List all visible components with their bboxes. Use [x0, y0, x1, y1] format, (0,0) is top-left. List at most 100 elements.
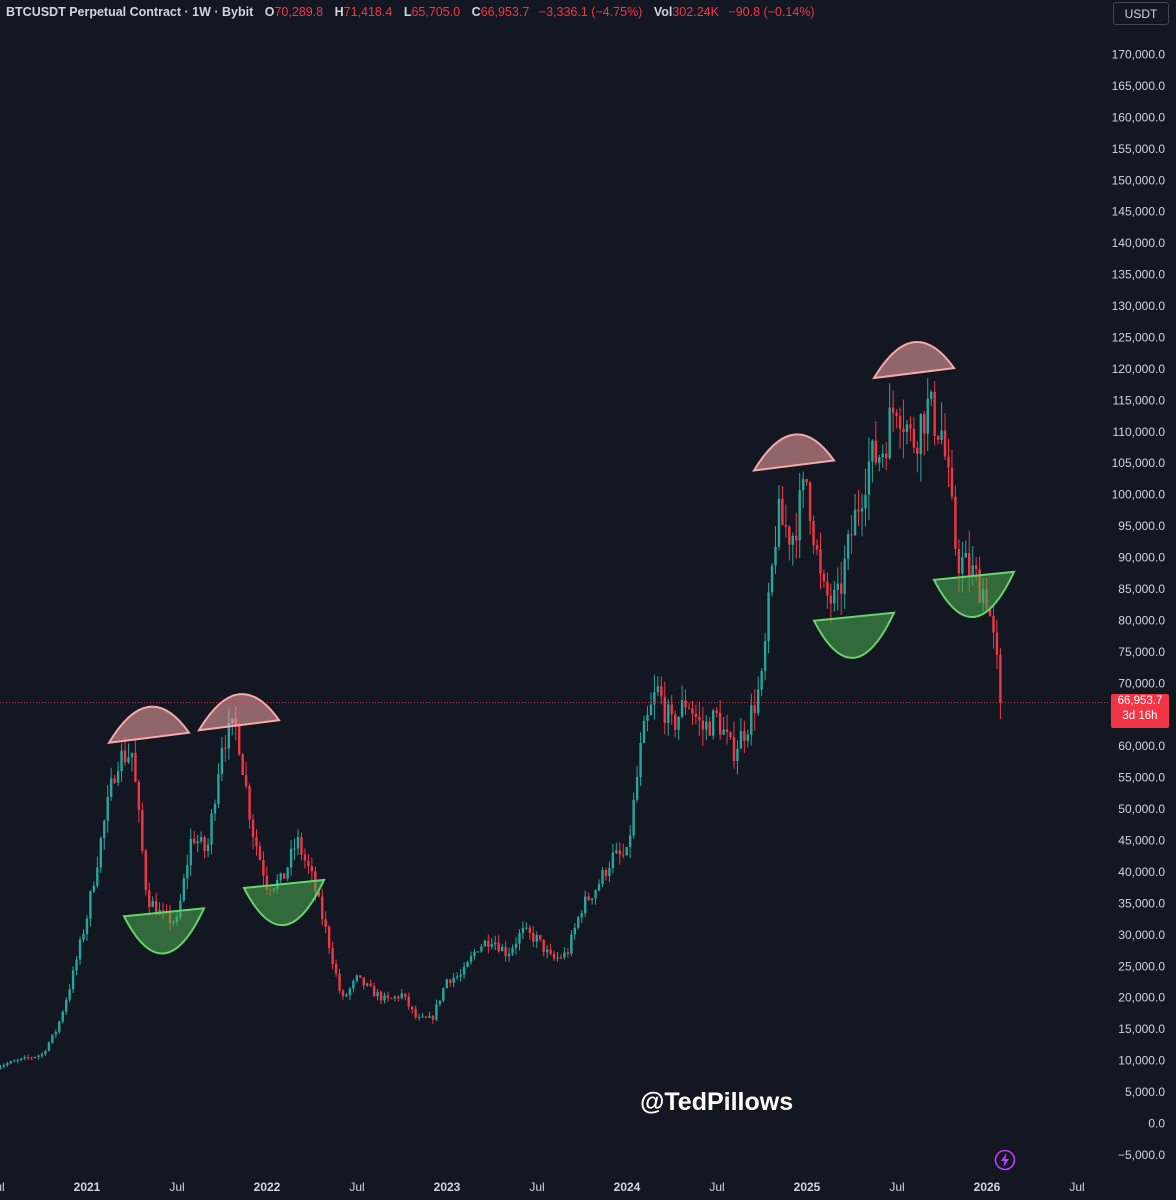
- candle-body: [895, 412, 898, 416]
- y-tick-label: 165,000.0: [1112, 79, 1166, 93]
- lightning-bolt-icon[interactable]: [994, 1149, 1016, 1171]
- candle-body: [684, 700, 687, 708]
- candle-body: [739, 730, 743, 749]
- candle-body: [947, 456, 950, 468]
- candle-body: [490, 944, 493, 947]
- y-tick-label: 170,000.0: [1112, 48, 1166, 62]
- candle-body: [698, 716, 701, 721]
- candle-body: [521, 927, 525, 934]
- author-watermark: @TedPillows: [640, 1088, 794, 1116]
- candle-body: [151, 901, 154, 907]
- candle-body: [37, 1055, 40, 1057]
- x-tick-label: 2021: [74, 1180, 101, 1194]
- candle-body: [279, 873, 282, 880]
- candle-body: [428, 1015, 431, 1018]
- candle-body: [421, 1016, 424, 1018]
- candle-body: [327, 926, 331, 949]
- candle-body: [113, 778, 116, 783]
- candle-body: [618, 850, 621, 855]
- x-tick-label: Jul: [529, 1180, 544, 1194]
- candle-body: [217, 774, 220, 804]
- symbol-title[interactable]: BTCUSDT Perpetual Contract · 1W · Bybit: [6, 5, 254, 19]
- x-axis[interactable]: Jul 2021 Jul 2022 Jul 2023 Jul 2024 Jul 2025 Jul 20…: [0, 1180, 1085, 1194]
- candle-body: [238, 725, 241, 755]
- candle-body: [812, 520, 815, 546]
- y-tick-label: 85,000.0: [1118, 582, 1165, 596]
- candle-body: [715, 710, 718, 713]
- candle-body: [971, 565, 974, 577]
- candle-body: [345, 994, 348, 997]
- candle-body: [455, 976, 459, 978]
- candle-body: [677, 716, 680, 730]
- candle-body: [127, 757, 130, 763]
- candle-body: [757, 689, 760, 714]
- candle-body: [193, 838, 196, 844]
- candle-body: [808, 482, 812, 521]
- candle-body: [386, 995, 390, 999]
- candle-body: [51, 1034, 54, 1043]
- candle-body: [179, 900, 182, 917]
- candle-body: [701, 720, 705, 730]
- y-axis[interactable]: −5,000.0 0.0 5,000.0 10,000.0 15,000.0 20,000…: [1112, 48, 1166, 1162]
- candle-body: [338, 973, 341, 991]
- candle-body: [822, 573, 826, 582]
- candle-body: [902, 428, 905, 432]
- candle-body: [182, 878, 186, 901]
- candle-body: [673, 714, 677, 730]
- candle-body: [78, 939, 82, 960]
- y-tick-label: 0.0: [1148, 1117, 1165, 1131]
- candle-body: [134, 752, 137, 783]
- candle-body: [611, 852, 615, 868]
- candle-body: [106, 796, 109, 821]
- candle-body: [649, 704, 653, 715]
- y-tick-label: 130,000.0: [1112, 299, 1166, 313]
- x-tick-label: Jul: [709, 1180, 724, 1194]
- candle-body: [397, 996, 400, 999]
- candle-body: [566, 952, 570, 954]
- candle-body: [393, 996, 397, 999]
- candle-body: [224, 747, 227, 749]
- candle-body: [639, 742, 642, 778]
- candle-body: [871, 440, 874, 462]
- candle-body: [442, 988, 445, 1001]
- candle-body: [763, 641, 767, 672]
- candle-body: [16, 1059, 19, 1061]
- candle-body: [96, 867, 99, 886]
- candle-body: [244, 775, 248, 787]
- x-tick-label: Jul: [169, 1180, 184, 1194]
- candle-body: [646, 714, 649, 721]
- candle-body: [622, 854, 625, 856]
- y-tick-label: 110,000.0: [1113, 425, 1166, 439]
- candle-body: [0, 1066, 2, 1069]
- currency-button[interactable]: USDT: [1113, 2, 1169, 25]
- candle-body: [47, 1042, 51, 1051]
- candle-body: [483, 940, 487, 947]
- candle-body: [407, 996, 410, 1007]
- candle-body: [805, 478, 808, 483]
- candle-body: [992, 615, 995, 633]
- candle-body: [691, 708, 694, 714]
- y-tick-label: 125,000.0: [1112, 330, 1166, 344]
- candle-body: [535, 935, 538, 942]
- candle-body: [89, 891, 92, 919]
- x-tick-label: 2024: [614, 1180, 641, 1194]
- candle-body: [857, 509, 860, 512]
- candle-body: [241, 754, 244, 776]
- candle-body: [729, 732, 732, 738]
- candle-body: [141, 810, 144, 851]
- candle-body: [459, 974, 462, 977]
- candle-body: [663, 696, 666, 724]
- candle-body: [912, 428, 916, 448]
- candle-body: [563, 952, 566, 958]
- candle-body: [549, 949, 552, 954]
- candle-body: [255, 837, 258, 847]
- y-tick-label: 30,000.0: [1118, 928, 1165, 942]
- candle-body: [65, 999, 68, 1012]
- candle-body: [850, 534, 853, 536]
- candle-body: [109, 778, 113, 797]
- candle-body: [473, 951, 476, 957]
- candle-body: [362, 977, 365, 986]
- y-tick-label: 75,000.0: [1118, 645, 1165, 659]
- candle-body: [199, 837, 203, 842]
